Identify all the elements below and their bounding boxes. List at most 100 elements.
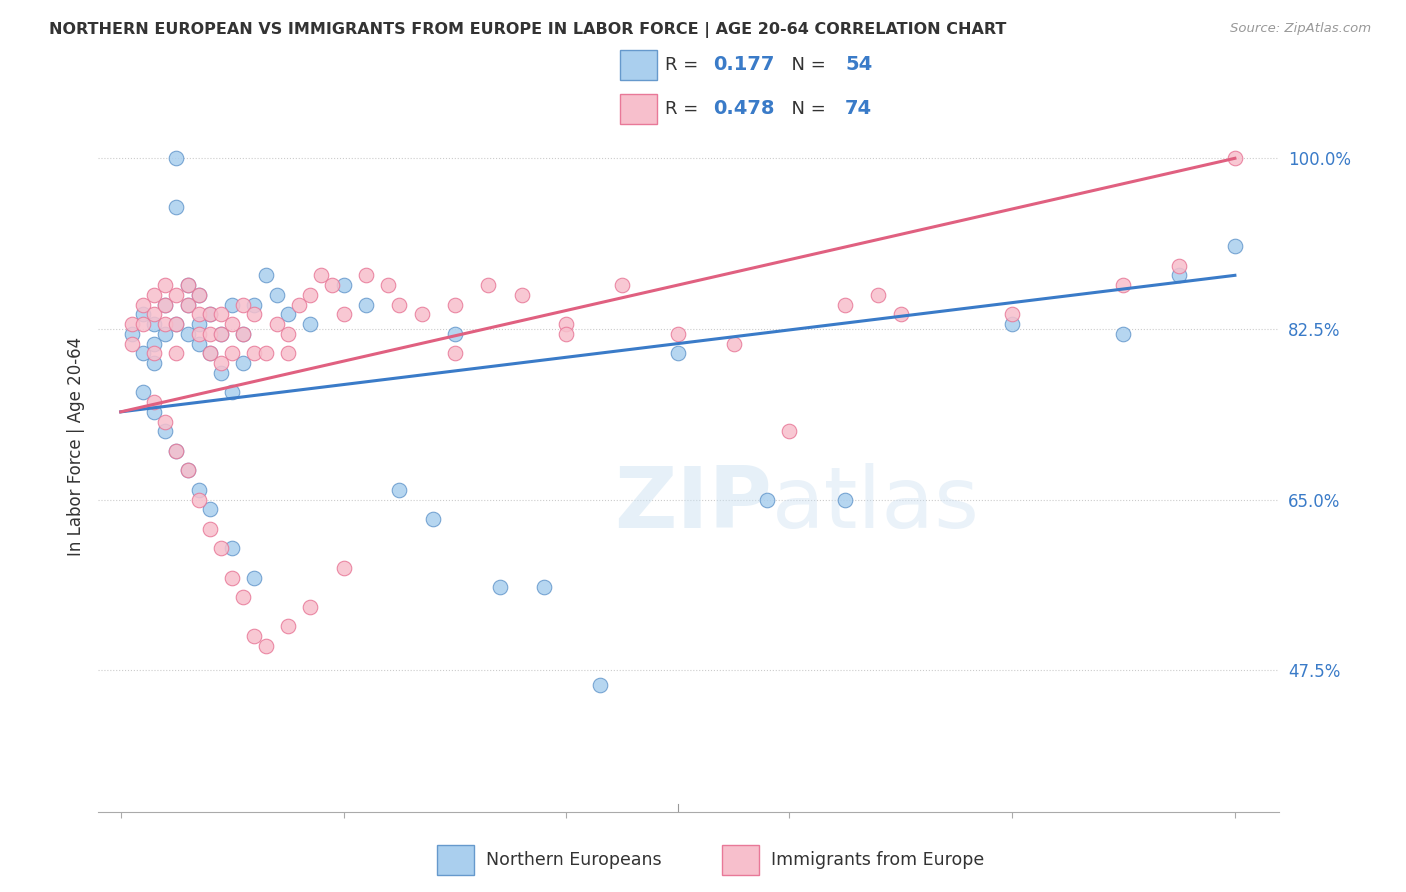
Point bbox=[165, 346, 187, 360]
Point bbox=[143, 405, 166, 419]
Point bbox=[132, 317, 155, 331]
Point bbox=[121, 317, 143, 331]
Point bbox=[610, 278, 633, 293]
Point bbox=[444, 346, 467, 360]
Point bbox=[143, 336, 166, 351]
Text: 74: 74 bbox=[845, 100, 872, 119]
Point bbox=[132, 297, 155, 311]
Point bbox=[176, 463, 198, 477]
Point bbox=[1168, 268, 1191, 283]
Point bbox=[1001, 307, 1024, 321]
Point bbox=[221, 541, 243, 556]
Point bbox=[254, 346, 277, 360]
Point bbox=[187, 492, 209, 507]
Point bbox=[132, 346, 155, 360]
Text: N =: N = bbox=[780, 100, 832, 118]
Point bbox=[143, 346, 166, 360]
Point bbox=[187, 317, 209, 331]
Point bbox=[209, 356, 232, 370]
Point bbox=[332, 307, 354, 321]
Point bbox=[176, 297, 198, 311]
Point bbox=[377, 278, 399, 293]
Point bbox=[444, 297, 467, 311]
Point bbox=[332, 278, 354, 293]
Point bbox=[388, 297, 411, 311]
Point bbox=[221, 346, 243, 360]
Point bbox=[143, 317, 166, 331]
Text: N =: N = bbox=[780, 56, 832, 74]
Point bbox=[510, 288, 533, 302]
Point bbox=[266, 317, 288, 331]
Point bbox=[176, 297, 198, 311]
Point bbox=[778, 425, 800, 439]
Point bbox=[232, 356, 254, 370]
Point bbox=[533, 581, 555, 595]
Text: ZIP: ZIP bbox=[614, 463, 772, 546]
Point bbox=[143, 395, 166, 409]
Point bbox=[121, 336, 143, 351]
Point bbox=[221, 317, 243, 331]
Point bbox=[198, 307, 221, 321]
Point bbox=[477, 278, 499, 293]
Point bbox=[232, 326, 254, 341]
Point bbox=[243, 571, 266, 585]
Point bbox=[155, 297, 177, 311]
Point bbox=[388, 483, 411, 497]
Point bbox=[155, 317, 177, 331]
Point bbox=[1168, 259, 1191, 273]
Text: atlas: atlas bbox=[772, 463, 980, 546]
Point bbox=[198, 522, 221, 536]
Point bbox=[266, 288, 288, 302]
Point bbox=[198, 326, 221, 341]
Point bbox=[868, 288, 890, 302]
Point bbox=[555, 317, 578, 331]
Point bbox=[209, 541, 232, 556]
Point bbox=[176, 463, 198, 477]
Point bbox=[198, 307, 221, 321]
Point bbox=[187, 307, 209, 321]
Point bbox=[187, 288, 209, 302]
Point bbox=[221, 385, 243, 400]
Point bbox=[232, 590, 254, 604]
Point bbox=[309, 268, 332, 283]
Point bbox=[187, 326, 209, 341]
Point bbox=[589, 678, 612, 692]
Point bbox=[165, 151, 187, 165]
Bar bbox=[437, 845, 474, 875]
Point bbox=[155, 326, 177, 341]
Point bbox=[332, 561, 354, 575]
Point bbox=[121, 326, 143, 341]
Point bbox=[277, 346, 299, 360]
Point bbox=[1112, 326, 1135, 341]
Point bbox=[165, 317, 187, 331]
Point bbox=[155, 415, 177, 429]
Point bbox=[209, 366, 232, 380]
Point bbox=[155, 297, 177, 311]
Text: 54: 54 bbox=[845, 55, 872, 74]
Point bbox=[209, 307, 232, 321]
Point bbox=[132, 307, 155, 321]
Point bbox=[209, 326, 232, 341]
Point bbox=[277, 326, 299, 341]
Point bbox=[422, 512, 444, 526]
Point bbox=[299, 317, 322, 331]
Point bbox=[143, 307, 166, 321]
Point bbox=[1223, 151, 1246, 165]
Point bbox=[488, 581, 510, 595]
Point bbox=[243, 346, 266, 360]
Point bbox=[243, 307, 266, 321]
Bar bbox=[721, 845, 759, 875]
Point bbox=[187, 483, 209, 497]
Text: Source: ZipAtlas.com: Source: ZipAtlas.com bbox=[1230, 22, 1371, 36]
Point bbox=[165, 443, 187, 458]
Point bbox=[444, 326, 467, 341]
Point bbox=[834, 492, 856, 507]
Point bbox=[221, 297, 243, 311]
Point bbox=[299, 288, 322, 302]
Point bbox=[176, 278, 198, 293]
Point bbox=[254, 639, 277, 653]
Point bbox=[1001, 317, 1024, 331]
Point bbox=[666, 326, 689, 341]
Y-axis label: In Labor Force | Age 20-64: In Labor Force | Age 20-64 bbox=[66, 336, 84, 556]
Point bbox=[288, 297, 311, 311]
